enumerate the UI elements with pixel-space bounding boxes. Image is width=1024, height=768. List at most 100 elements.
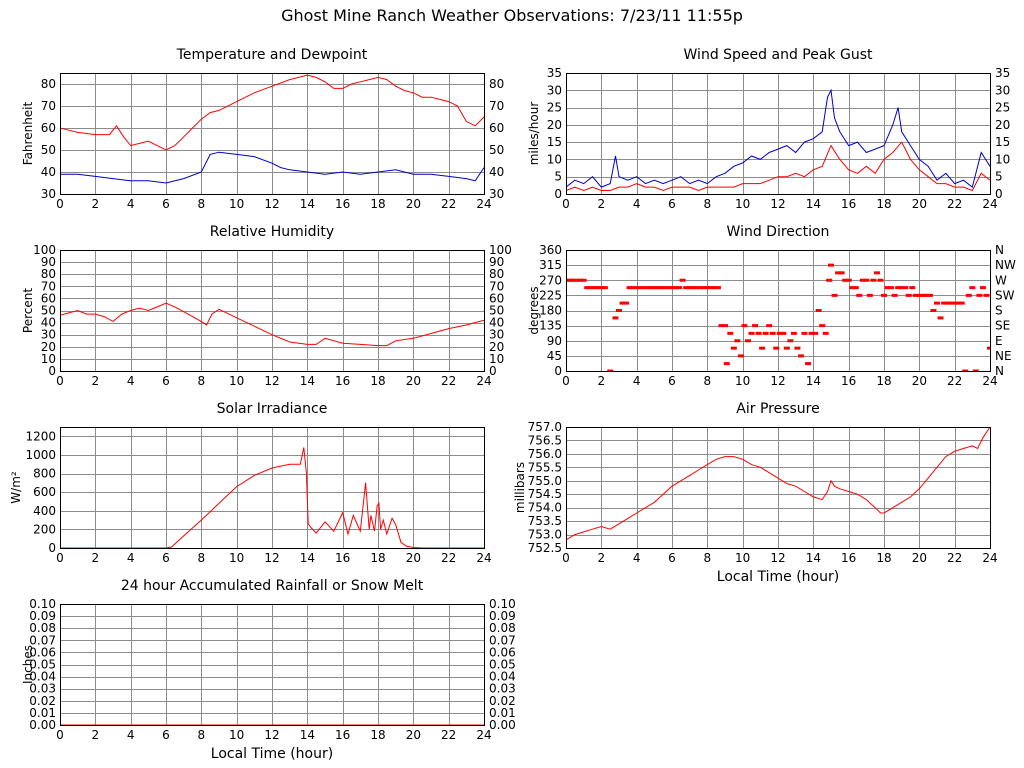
y-tick-label: 0 — [48, 364, 56, 378]
y-tick-label: 60 — [41, 121, 56, 135]
dir-point — [852, 286, 859, 290]
x-tick-label: 0 — [562, 197, 570, 211]
x-tick-label: 18 — [370, 728, 385, 742]
dir-point — [727, 331, 734, 335]
y-tick-label: 70 — [41, 99, 56, 113]
x-tick-label: 12 — [264, 728, 279, 742]
right-tick-label: 15 — [995, 135, 1010, 149]
dir-point — [665, 286, 672, 290]
dir-point — [591, 286, 598, 290]
dir-point — [637, 286, 644, 290]
rain-xlabel: Local Time (hour) — [211, 746, 333, 762]
x-tick-label: 6 — [668, 374, 676, 388]
pres-grid — [566, 427, 991, 549]
rh-title: Relative Humidity — [210, 224, 334, 240]
x-tick-label: 22 — [947, 197, 962, 211]
wind-series-line-0 — [566, 88, 990, 188]
dir-point — [888, 286, 895, 290]
y-tick-label: 753.5 — [528, 514, 562, 528]
y-tick-label: 1000 — [25, 448, 56, 462]
x-tick-label: 14 — [806, 551, 821, 565]
dir-point — [722, 324, 728, 328]
dir-point — [718, 324, 725, 328]
dir-point — [647, 286, 654, 290]
solar-series-group — [60, 447, 484, 548]
dir-point — [686, 286, 693, 290]
dir-point — [584, 286, 591, 290]
dir-point — [937, 316, 944, 320]
y-tick-label: 270 — [539, 273, 562, 287]
dir-point — [877, 278, 884, 282]
wind-frame — [566, 73, 991, 195]
x-tick-label: 4 — [127, 374, 135, 388]
dir-point — [815, 309, 822, 312]
x-tick-label: 16 — [841, 197, 856, 211]
x-tick-label: 10 — [735, 551, 750, 565]
dir-point — [661, 286, 668, 290]
right-tick-label: SW — [995, 288, 1015, 302]
y-tick-label: 90 — [41, 255, 56, 269]
right-tick-label: NW — [995, 258, 1016, 272]
dir-point — [759, 346, 766, 350]
right-tick-label: NE — [995, 349, 1012, 363]
dir-point — [644, 286, 651, 290]
dir-point — [787, 339, 794, 343]
wind-ylabel: miles/hour — [527, 102, 541, 166]
x-tick-label: 0 — [56, 551, 64, 565]
y-tick-label: 60 — [41, 291, 56, 305]
x-tick-label: 4 — [633, 197, 641, 211]
temp-ylabel: Fahrenheit — [21, 101, 35, 165]
solar-ylabel: W/m² — [9, 471, 23, 504]
dir-point — [748, 331, 755, 335]
right-tick-label: 0.08 — [489, 621, 516, 635]
dir-point — [676, 286, 683, 290]
x-tick-label: 6 — [162, 551, 170, 565]
x-tick-label: 4 — [127, 197, 135, 211]
y-tick-label: 90 — [547, 334, 562, 348]
y-tick-label: 754.0 — [528, 501, 562, 515]
pres-frame — [566, 427, 991, 549]
dir-point — [845, 278, 852, 282]
right-tick-label: 5 — [995, 170, 1003, 184]
dir-point — [633, 286, 640, 290]
y-tick-label: 757.0 — [528, 420, 562, 434]
dir-point — [826, 278, 833, 282]
right-tick-label: 10 — [489, 352, 504, 366]
dir-point — [730, 346, 737, 350]
dir-point — [962, 369, 969, 371]
x-tick-label: 4 — [633, 551, 641, 565]
dir-point — [658, 286, 665, 290]
pres-series-group — [566, 427, 990, 541]
page-title: Ghost Mine Ranch Weather Observations: 7… — [281, 6, 743, 25]
solar-frame — [60, 427, 485, 549]
dir-point — [965, 293, 972, 297]
x-tick-label: 20 — [406, 197, 421, 211]
dir-grid — [566, 250, 991, 372]
dir-point — [626, 286, 633, 290]
dir-point — [601, 286, 608, 290]
rain-frame — [60, 604, 485, 726]
x-tick-label: 4 — [127, 728, 135, 742]
y-tick-label: 0 — [554, 187, 562, 201]
dir-point — [612, 316, 619, 320]
dir-point — [683, 286, 690, 290]
dir-point — [640, 286, 647, 290]
right-tick-label: S — [995, 304, 1003, 318]
y-tick-label: 752.5 — [528, 541, 562, 555]
dir-point — [580, 278, 587, 282]
dir-point — [700, 286, 707, 290]
x-tick-label: 2 — [598, 374, 606, 388]
x-tick-label: 8 — [704, 551, 712, 565]
dir-point — [679, 278, 686, 282]
rain-title: 24 hour Accumulated Rainfall or Snow Mel… — [121, 578, 424, 594]
right-tick-label: 80 — [489, 77, 504, 91]
right-tick-label: 0.01 — [489, 706, 516, 720]
dir-point — [873, 271, 880, 275]
dir-point — [859, 278, 866, 282]
x-tick-label: 24 — [982, 197, 997, 211]
dir-point — [987, 346, 990, 350]
x-tick-label: 18 — [876, 374, 891, 388]
right-tick-label: 0 — [995, 187, 1003, 201]
